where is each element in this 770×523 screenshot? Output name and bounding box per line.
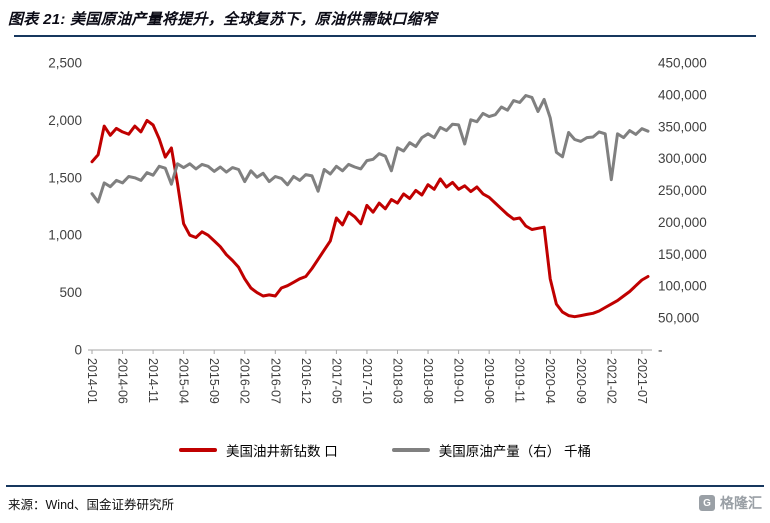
- right-axis-tick-label: 200,000: [658, 215, 707, 230]
- left-axis-tick-label: 1,500: [48, 170, 82, 185]
- left-axis-tick-label: 0: [74, 343, 82, 358]
- x-axis-tick-label: 2014-11: [146, 358, 160, 403]
- left-axis-tick-label: 1,000: [48, 228, 82, 243]
- header-divider-line: [14, 35, 756, 37]
- source-note: 来源：Wind、国金证券研究所: [8, 497, 174, 512]
- left-axis-tick-label: 2,500: [48, 56, 82, 71]
- gelonghui-logo: G 格隆汇: [699, 493, 762, 513]
- x-axis-tick-label: 2021-02: [604, 358, 618, 404]
- legend-item-gray-series: 美国原油产量（右） 千桶: [391, 440, 592, 460]
- left-axis-tick-label: 2,000: [48, 113, 82, 128]
- right-axis-tick-label: 450,000: [658, 56, 707, 71]
- x-axis-tick-label: 2016-02: [238, 358, 252, 404]
- x-axis-tick-label: 2020-04: [543, 358, 557, 404]
- x-axis-tick-label: 2019-06: [482, 358, 496, 404]
- chart-svg: 2,500 2,000 1,500 1,000 500 0 450,000 400,000 35…: [48, 56, 707, 404]
- x-axis-tick-label: 2015-04: [177, 358, 191, 404]
- right-axis-tick-label: 150,000: [658, 247, 707, 262]
- x-axis-tick-label: 2016-12: [299, 358, 313, 404]
- figure-title: 图表 21: 美国原油产量将提升，全球复苏下，原油供需缺口缩窄: [8, 11, 438, 28]
- x-axis-tick-label: 2019-01: [452, 358, 466, 404]
- right-axis-tick-label: -: [658, 343, 663, 358]
- x-axis-tick-label: 2020-09: [574, 358, 588, 404]
- figure-footer: 来源：Wind、国金证券研究所 G 格隆汇: [6, 485, 764, 523]
- red-series-line: [90, 118, 650, 319]
- gelonghui-logo-text: 格隆汇: [720, 495, 762, 511]
- x-axis-tick-label: 2014-06: [116, 358, 130, 404]
- red-line-swatch: [178, 448, 217, 452]
- right-axis-tick-label: 350,000: [658, 119, 707, 134]
- x-axis-tick-label: 2017-05: [329, 358, 343, 404]
- figure-header: 图表 21: 美国原油产量将提升，全球复苏下，原油供需缺口缩窄: [0, 0, 770, 37]
- legend-label-red-series: 美国油井新钻数 口: [225, 444, 338, 459]
- legend-item-red-series: 美国油井新钻数 口: [178, 440, 338, 460]
- x-axis-tick-label: 2014-01: [85, 358, 99, 404]
- x-axis-tick-label: 2019-11: [513, 358, 527, 403]
- right-axis-tick-label: 50,000: [658, 311, 699, 326]
- x-axis-tick-label: 2016-07: [268, 358, 282, 404]
- right-axis-tick-label: 100,000: [658, 279, 707, 294]
- right-axis-tick-label: 400,000: [658, 87, 707, 102]
- x-axis-tick-label: 2015-09: [207, 358, 221, 404]
- gray-series-line: [90, 94, 650, 204]
- x-axis-tick-label: 2018-08: [421, 358, 435, 404]
- gray-line-swatch: [391, 448, 430, 452]
- left-axis-tick-label: 500: [59, 285, 82, 300]
- legend-label-gray-series: 美国原油产量（右） 千桶: [438, 444, 592, 459]
- chart-legend: 美国油井新钻数 口 美国原油产量（右） 千桶: [0, 437, 770, 463]
- x-axis-tick-label: 2021-07: [635, 358, 649, 404]
- x-axis-tick-label: 2018-03: [391, 358, 405, 404]
- right-axis-tick-label: 250,000: [658, 183, 707, 198]
- gelonghui-logo-icon: G: [699, 495, 715, 511]
- x-axis-tick-label: 2017-10: [360, 358, 374, 404]
- right-axis-tick-label: 300,000: [658, 151, 707, 166]
